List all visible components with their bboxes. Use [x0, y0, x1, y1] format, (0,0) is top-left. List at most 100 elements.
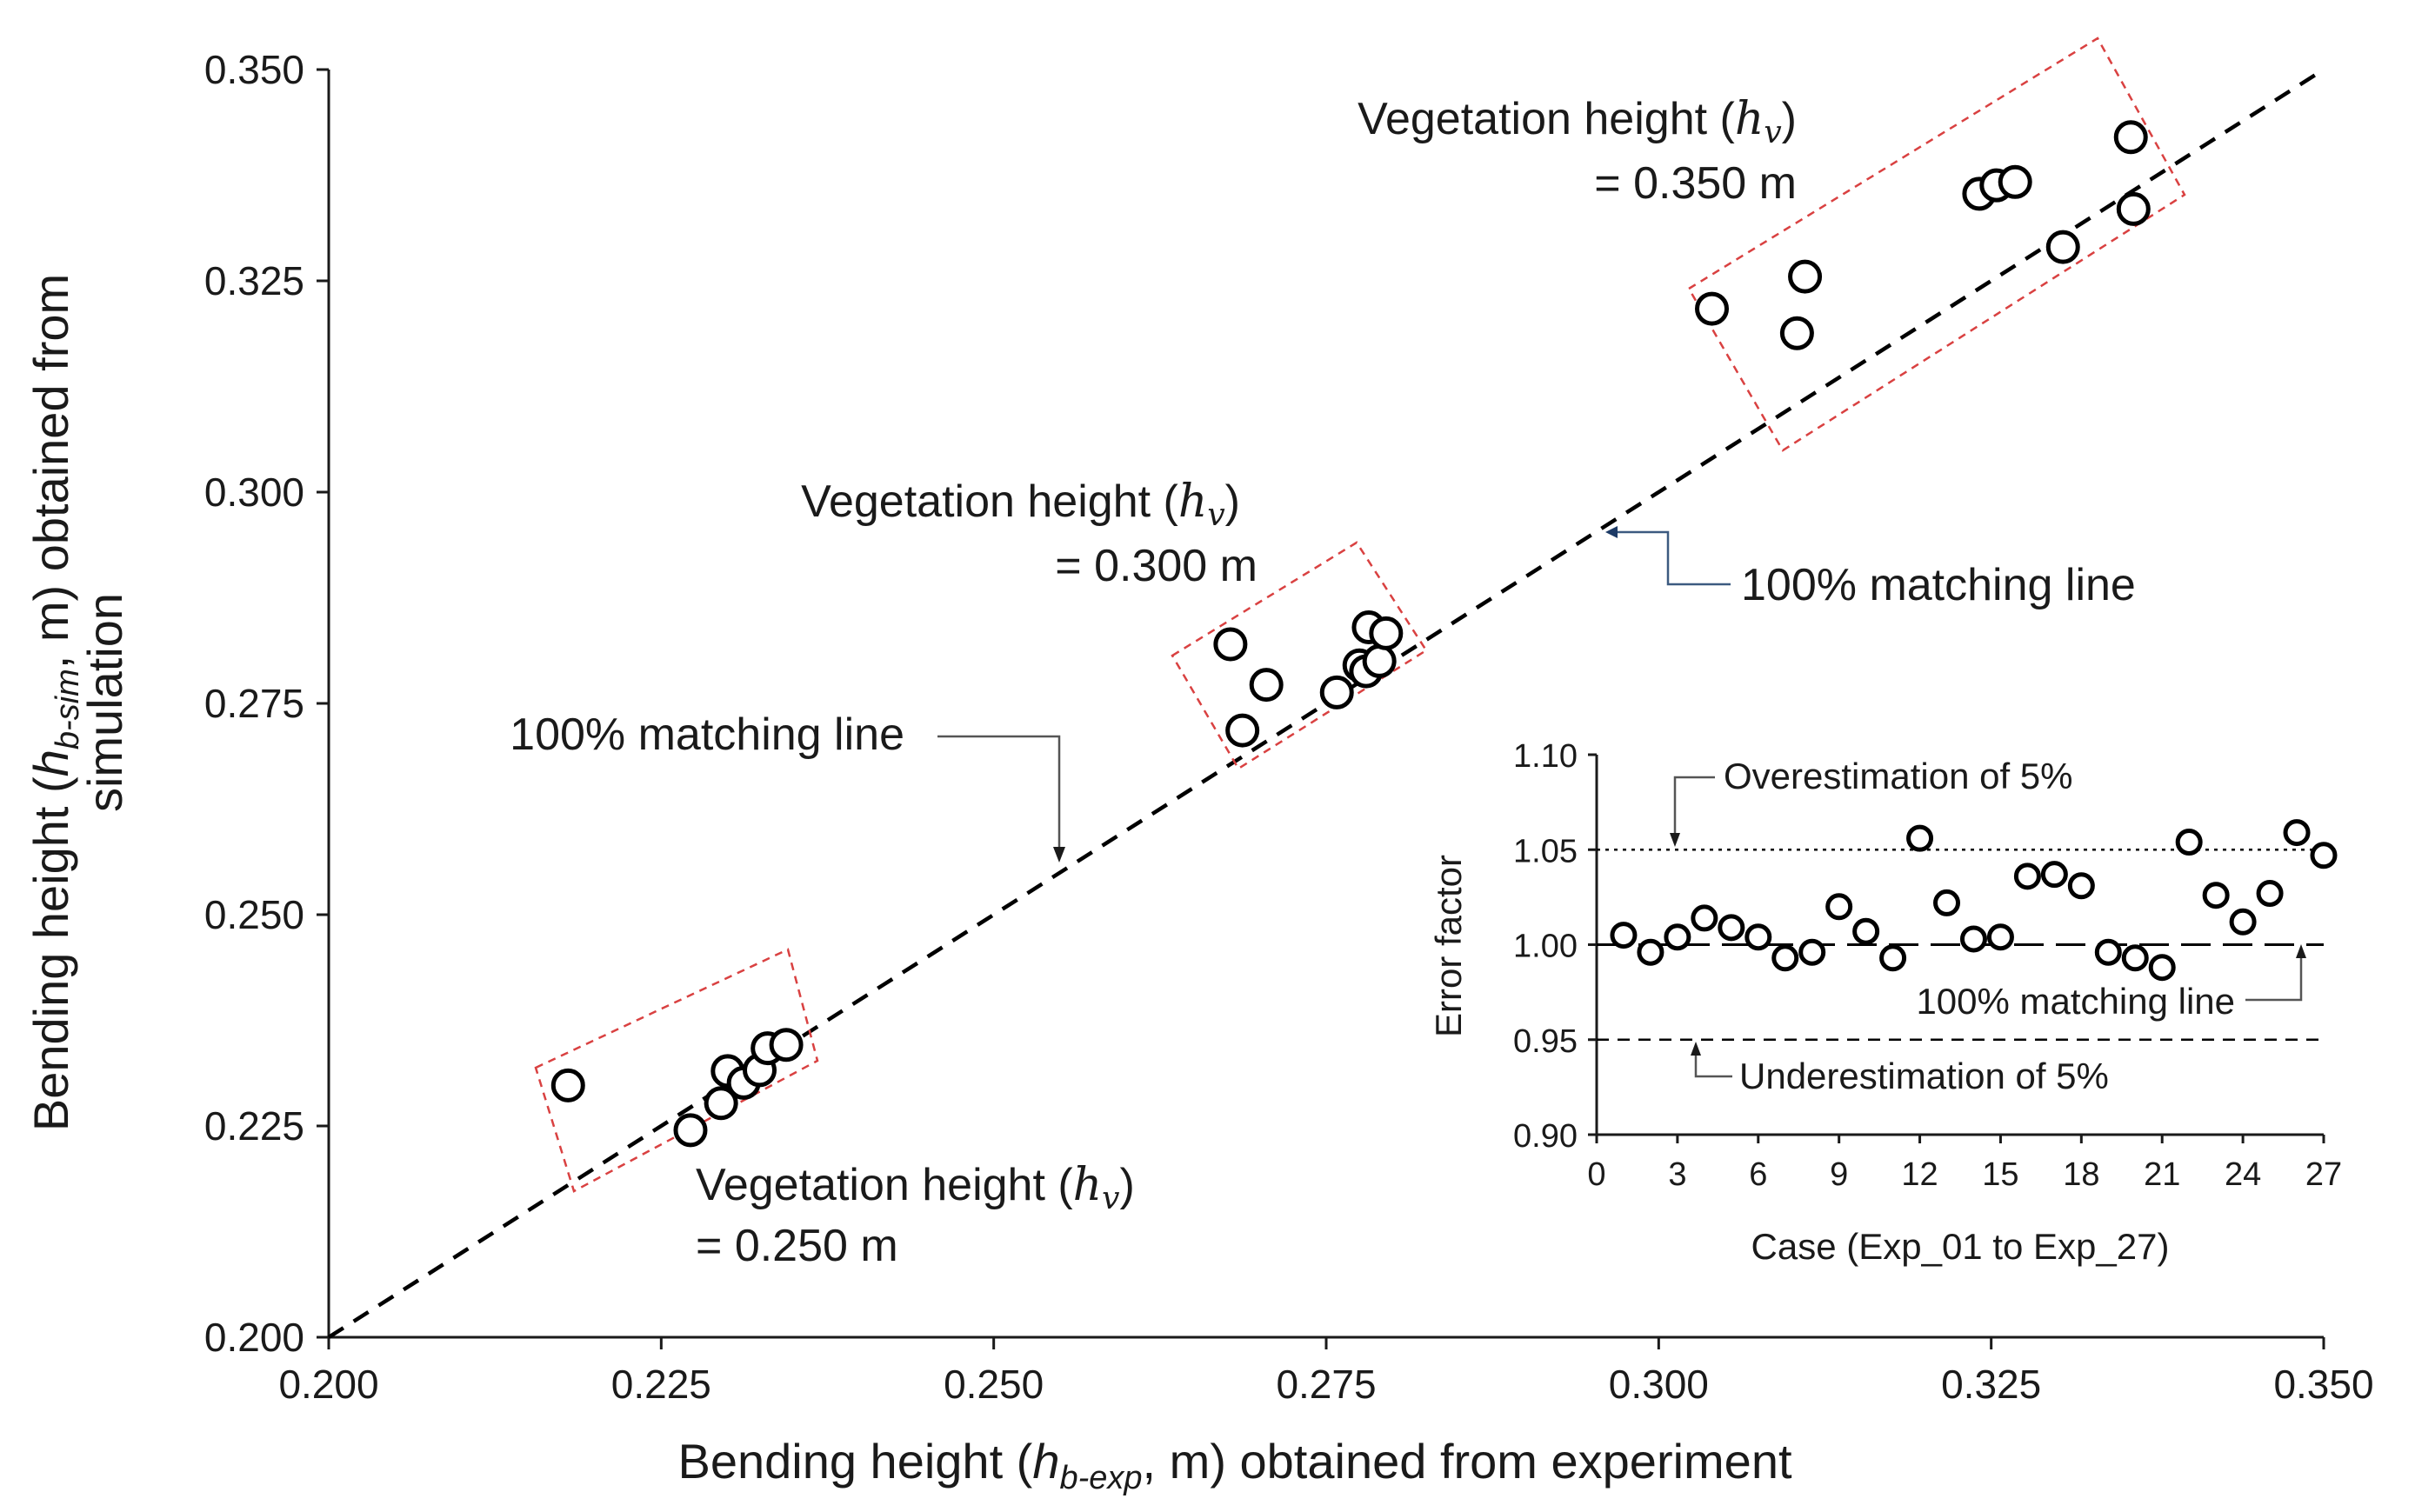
inset-data-point [2013, 863, 2041, 890]
data-point-group-3 [1695, 291, 1730, 326]
inset-data-point [2067, 872, 2095, 900]
inset-data-point [1879, 944, 1907, 972]
group-label-250-line1: Vegetation height (hv) [696, 1159, 1135, 1216]
x-tick-label: 0.325 [1941, 1362, 2041, 1407]
data-point-group-1 [550, 1068, 585, 1102]
inset-y-ticks: 0.90 0.95 1.00 1.05 1.10 [1513, 738, 1597, 1155]
data-point-group-3 [1998, 164, 2032, 199]
main-data-points [550, 120, 2151, 1148]
data-point-group-2 [1225, 713, 1260, 748]
group-label-250: Vegetation height (hv) = 0.250 m [696, 1159, 1135, 1271]
inset-match-label: 100% matching line [1916, 981, 2235, 1022]
matching-line-label-right-text: 100% matching line [1741, 560, 2136, 610]
data-point-group-2 [1369, 616, 1404, 650]
inset-data-point [2040, 861, 2068, 889]
data-point-group-1 [769, 1028, 804, 1062]
inset-data-point [1771, 944, 1799, 972]
data-point-group-2 [1249, 668, 1284, 703]
data-point-group-3 [2116, 191, 2151, 226]
matching-line [327, 68, 2325, 1339]
inset-data-point [2256, 880, 2284, 908]
inset-y-tick-label: 0.95 [1513, 1023, 1578, 1060]
y-axis-title-line1: Bending height (hb-sim, m) obtained from [23, 274, 86, 1131]
x-tick-label: 0.200 [278, 1362, 378, 1407]
inset-data-point [1637, 938, 1664, 966]
inset-data-point [1959, 925, 1987, 953]
inset-data-point [2229, 908, 2257, 936]
inset-x-tick-label: 3 [1668, 1156, 1686, 1193]
inset-over-arrow-icon [1670, 833, 1680, 847]
inset-x-ticks: 0 3 6 9 12 15 18 21 24 27 [1587, 1135, 2342, 1193]
inset-data-point [1852, 917, 1880, 945]
inset-match-arrow-icon [2296, 944, 2306, 958]
group-box-300 [1171, 541, 1428, 770]
inset-under-arrow-icon [1691, 1042, 1701, 1056]
data-point-group-2 [1319, 675, 1354, 709]
inset-x-tick-label: 15 [1982, 1156, 2018, 1193]
x-tick-label: 0.250 [944, 1362, 1044, 1407]
y-tick-label: 0.250 [204, 892, 304, 937]
inset-data-point [2148, 954, 2176, 982]
inset-data-point [2202, 882, 2230, 909]
group-label-350: Vegetation height (hv) = 0.350 m [1358, 93, 1797, 209]
y-tick-label: 0.325 [204, 258, 304, 303]
inset-x-tick-label: 12 [1901, 1156, 1938, 1193]
inset-data-point [1825, 893, 1853, 921]
inset-data-point [1906, 824, 1934, 852]
inset-over-label: Overestimation of 5% [1724, 756, 2073, 796]
inset-data-point [1664, 923, 1691, 951]
group-box-250 [534, 948, 819, 1193]
inset-y-tick-label: 1.10 [1513, 738, 1578, 775]
inset-data-point [1691, 904, 1718, 932]
inset-reference-lines [1597, 849, 2324, 1041]
matching-line-leader-right [1616, 530, 1731, 586]
group-label-300: Vegetation height (hv) = 0.300 m [801, 476, 1258, 591]
inset-over-leader [1673, 776, 1715, 836]
matching-line-label-left-text: 100% matching line [510, 709, 904, 760]
inset-under-leader [1694, 1054, 1732, 1078]
inset-match-leader [2245, 955, 2303, 1002]
inset-data-point [2175, 829, 2203, 856]
group-label-300-line2: = 0.300 m [1055, 541, 1258, 591]
inset-x-tick-label: 24 [2225, 1156, 2261, 1193]
y-tick-label: 0.225 [204, 1103, 304, 1149]
y-tick-label: 0.200 [204, 1315, 304, 1360]
matching-line-label-right: 100% matching line [1605, 526, 2136, 610]
x-tick-label: 0.275 [1276, 1362, 1376, 1407]
inset-under-label: Underestimation of 5% [1739, 1056, 2109, 1096]
x-tick-label: 0.300 [1609, 1362, 1709, 1407]
y-tick-label: 0.350 [204, 47, 304, 92]
y-tick-label: 0.275 [204, 681, 304, 726]
x-tick-label: 0.225 [611, 1362, 711, 1407]
inset-x-tick-label: 21 [2144, 1156, 2180, 1193]
inset-data-point [1933, 889, 1961, 916]
inset-data-point [1718, 914, 1745, 942]
inset-x-tick-label: 18 [2063, 1156, 2099, 1193]
x-ticks: 0.200 0.225 0.250 0.275 0.300 0.325 0.350 [278, 1337, 2374, 1407]
data-point-group-1 [673, 1113, 708, 1148]
inset-data-point [2310, 842, 2338, 869]
main-axes: 0.200 0.225 0.250 0.275 0.300 0.325 0.350 0.20… [204, 47, 2374, 1407]
inset-y-tick-label: 1.05 [1513, 833, 1578, 869]
y-axis-title: Bending height (hb-sim, m) obtained from… [23, 274, 132, 1131]
data-point-group-3 [2045, 230, 2080, 264]
inset-data-points [1610, 819, 2338, 982]
group-box-350 [1687, 37, 2186, 452]
inset-data-point [1745, 923, 1772, 951]
group-label-300-line1: Vegetation height (hv) [801, 476, 1240, 533]
inset-x-tick-label: 27 [2305, 1156, 2342, 1193]
inset-data-point [1610, 922, 1638, 949]
group-label-350-line1: Vegetation height (hv) [1358, 93, 1797, 150]
inset-x-tick-label: 9 [1830, 1156, 1848, 1193]
x-axis-title: Bending height (hb-exp, m) obtained from… [677, 1434, 1791, 1496]
data-point-group-2 [1213, 627, 1248, 662]
x-tick-label: 0.350 [2273, 1362, 2373, 1407]
data-point-group-2 [1362, 643, 1397, 678]
inset-x-tick-label: 6 [1749, 1156, 1767, 1193]
matching-line-label-left: 100% matching line [510, 709, 1065, 863]
inset-chart: 0 3 6 9 12 15 18 21 24 27 0.90 0.95 1.00 1.05 1.10 Ca… [1428, 738, 2342, 1267]
y-tick-label: 0.300 [204, 470, 304, 515]
data-point-group-3 [2113, 120, 2148, 155]
inset-data-point [2283, 819, 2311, 847]
inset-x-axis-title: Case (Exp_01 to Exp_27) [1751, 1226, 2170, 1267]
